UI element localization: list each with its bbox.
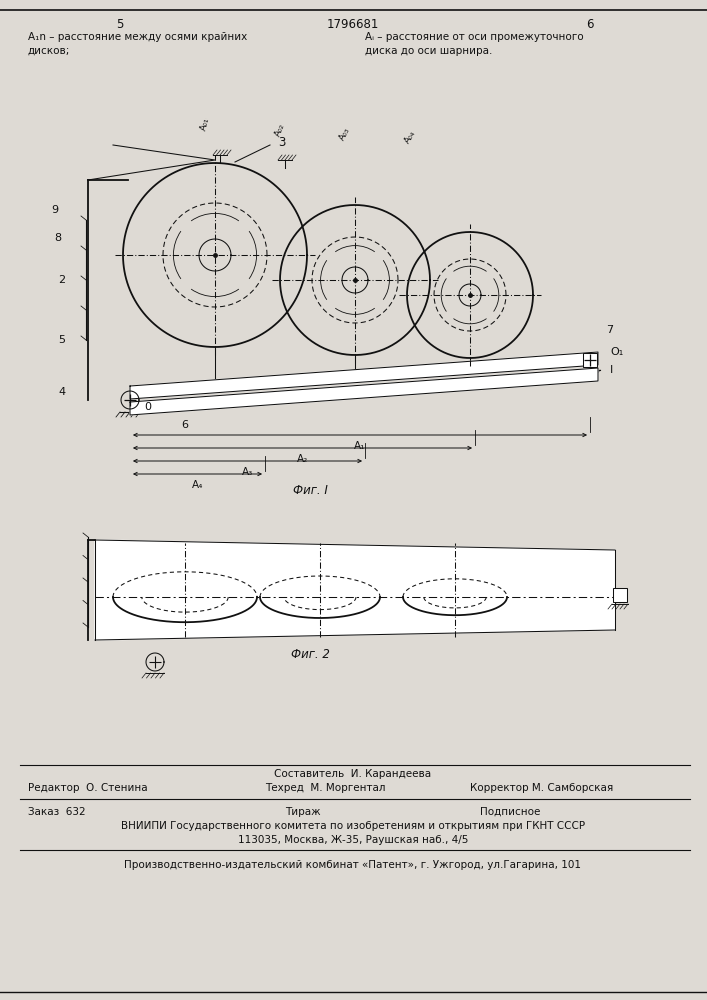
Text: Подписное: Подписное [480, 807, 540, 817]
Text: 7: 7 [607, 325, 614, 335]
Text: Редактор  О. Стенина: Редактор О. Стенина [28, 783, 148, 793]
Text: 1796681: 1796681 [327, 18, 379, 31]
Text: A₀₁: A₀₁ [199, 117, 211, 132]
Text: A₃: A₃ [242, 467, 253, 477]
Text: Составитель  И. Карандеева: Составитель И. Карандеева [274, 769, 431, 779]
Text: 2: 2 [59, 275, 66, 285]
Text: 113035, Москва, Ж-35, Раушская наб., 4/5: 113035, Москва, Ж-35, Раушская наб., 4/5 [238, 835, 468, 845]
Polygon shape [130, 352, 598, 399]
Text: 5: 5 [117, 18, 124, 31]
Text: A₁: A₁ [354, 441, 366, 451]
Bar [583, 353, 597, 367]
Text: Фиг. I: Фиг. I [293, 484, 327, 496]
Text: A₀₄: A₀₄ [403, 129, 417, 145]
Text: Фиг. 2: Фиг. 2 [291, 648, 329, 662]
Text: 3: 3 [278, 135, 286, 148]
Text: A₁n – расстояние между осями крайних
дисков;: A₁n – расстояние между осями крайних дис… [28, 32, 247, 56]
Text: Корректор М. Самборская: Корректор М. Самборская [470, 783, 613, 793]
Text: A₀₂: A₀₂ [274, 122, 286, 138]
Text: A₀₃: A₀₃ [338, 126, 352, 142]
Polygon shape [130, 368, 598, 415]
Text: 4: 4 [59, 387, 66, 397]
Text: I: I [610, 365, 614, 375]
Text: A₂: A₂ [297, 454, 308, 464]
Text: Aᵢ – расстояние от оси промежуточного
диска до оси шарнира.: Aᵢ – расстояние от оси промежуточного ди… [365, 32, 583, 56]
Text: A₄: A₄ [192, 480, 203, 490]
Text: Тираж: Тираж [285, 807, 321, 817]
Text: ВНИИПИ Государственного комитета по изобретениям и открытиям при ГКНТ СССР: ВНИИПИ Государственного комитета по изоб… [121, 821, 585, 831]
Text: 0: 0 [144, 402, 151, 412]
Text: 6: 6 [586, 18, 594, 31]
Text: 8: 8 [54, 233, 62, 243]
Bar [613, 588, 627, 602]
Polygon shape [95, 540, 615, 640]
Text: Производственно-издательский комбинат «Патент», г. Ужгород, ул.Гагарина, 101: Производственно-издательский комбинат «П… [124, 860, 581, 870]
Text: 6: 6 [182, 420, 189, 430]
Text: Техред  М. Моргентал: Техред М. Моргентал [265, 783, 385, 793]
Text: 5: 5 [59, 335, 66, 345]
Text: O₁: O₁ [610, 347, 624, 357]
Text: 9: 9 [52, 205, 59, 215]
Text: Заказ  632: Заказ 632 [28, 807, 86, 817]
